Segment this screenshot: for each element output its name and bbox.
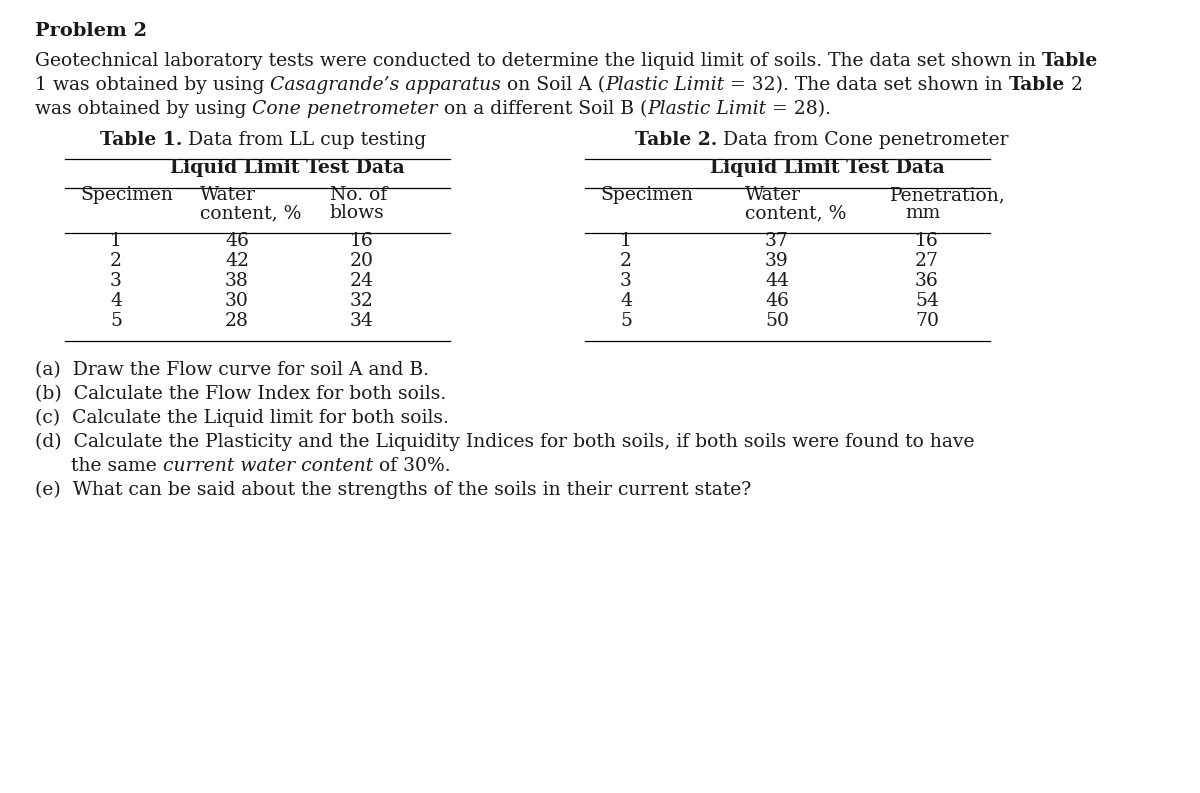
Text: was obtained by using: was obtained by using [35, 100, 252, 118]
Text: 36: 36 [916, 272, 938, 290]
Text: Table: Table [1042, 52, 1098, 70]
Text: Penetration,: Penetration, [890, 186, 1006, 204]
Text: (a)  Draw the Flow curve for soil A and B.: (a) Draw the Flow curve for soil A and B… [35, 361, 430, 379]
Text: 46: 46 [226, 232, 248, 250]
Text: Specimen: Specimen [600, 186, 692, 204]
Text: 54: 54 [916, 292, 940, 310]
Text: 44: 44 [766, 272, 790, 290]
Text: No. of: No. of [330, 186, 388, 204]
Text: Specimen: Specimen [80, 186, 173, 204]
Text: Data from Cone penetrometer: Data from Cone penetrometer [718, 131, 1009, 149]
Text: Table 1.: Table 1. [100, 131, 182, 149]
Text: = 28).: = 28). [767, 100, 832, 118]
Text: 50: 50 [766, 312, 790, 330]
Text: (c)  Calculate the Liquid limit for both soils.: (c) Calculate the Liquid limit for both … [35, 408, 449, 427]
Text: 5: 5 [110, 312, 122, 330]
Text: Plastic Limit: Plastic Limit [647, 100, 767, 118]
Text: content, %: content, % [200, 204, 301, 222]
Text: 16: 16 [350, 232, 373, 250]
Text: 4: 4 [620, 292, 632, 310]
Text: 27: 27 [916, 252, 940, 270]
Text: mm: mm [905, 204, 941, 222]
Text: Geotechnical laboratory tests were conducted to determine the liquid limit of so: Geotechnical laboratory tests were condu… [35, 52, 1042, 70]
Text: 46: 46 [766, 292, 788, 310]
Text: Plastic Limit: Plastic Limit [605, 76, 725, 94]
Text: of 30%.: of 30%. [373, 457, 451, 475]
Text: = 32). The data set shown in: = 32). The data set shown in [725, 76, 1009, 94]
Text: 5: 5 [620, 312, 632, 330]
Text: current water content: current water content [163, 457, 373, 475]
Text: 37: 37 [766, 232, 788, 250]
Text: (e)  What can be said about the strengths of the soils in their current state?: (e) What can be said about the strengths… [35, 481, 751, 499]
Text: 3: 3 [620, 272, 632, 290]
Text: (b)  Calculate the Flow Index for both soils.: (b) Calculate the Flow Index for both so… [35, 385, 446, 403]
Text: Water: Water [745, 186, 802, 204]
Text: 2: 2 [620, 252, 632, 270]
Text: (d)  Calculate the Plasticity and the Liquidity Indices for both soils, if both : (d) Calculate the Plasticity and the Liq… [35, 433, 974, 451]
Text: 20: 20 [350, 252, 374, 270]
Text: 1: 1 [110, 232, 122, 250]
Text: 34: 34 [350, 312, 374, 330]
Text: Water: Water [200, 186, 256, 204]
Text: 70: 70 [916, 312, 940, 330]
Text: 1: 1 [35, 76, 47, 94]
Text: 4: 4 [110, 292, 122, 310]
Text: 2: 2 [110, 252, 122, 270]
Text: 32: 32 [350, 292, 374, 310]
Text: 28: 28 [226, 312, 250, 330]
Text: was obtained by using: was obtained by using [47, 76, 270, 94]
Text: 42: 42 [226, 252, 250, 270]
Text: Problem 2: Problem 2 [35, 22, 148, 40]
Text: 30: 30 [226, 292, 248, 310]
Text: Liquid Limit Test Data: Liquid Limit Test Data [170, 159, 404, 177]
Text: 3: 3 [110, 272, 122, 290]
Text: Table 2.: Table 2. [635, 131, 718, 149]
Text: content, %: content, % [745, 204, 846, 222]
Text: Cone penetrometer: Cone penetrometer [252, 100, 438, 118]
Text: 1: 1 [620, 232, 632, 250]
Text: 16: 16 [916, 232, 938, 250]
Text: on a different Soil B (: on a different Soil B ( [438, 100, 647, 118]
Text: Data from LL cup testing: Data from LL cup testing [182, 131, 426, 149]
Text: 24: 24 [350, 272, 374, 290]
Text: Table: Table [1009, 76, 1066, 94]
Text: 2: 2 [1066, 76, 1084, 94]
Text: the same: the same [35, 457, 163, 475]
Text: blows: blows [330, 204, 385, 222]
Text: 39: 39 [766, 252, 788, 270]
Text: on Soil A (: on Soil A ( [502, 76, 605, 94]
Text: Liquid Limit Test Data: Liquid Limit Test Data [710, 159, 944, 177]
Text: 38: 38 [226, 272, 248, 290]
Text: Casagrande’s apparatus: Casagrande’s apparatus [270, 76, 502, 94]
